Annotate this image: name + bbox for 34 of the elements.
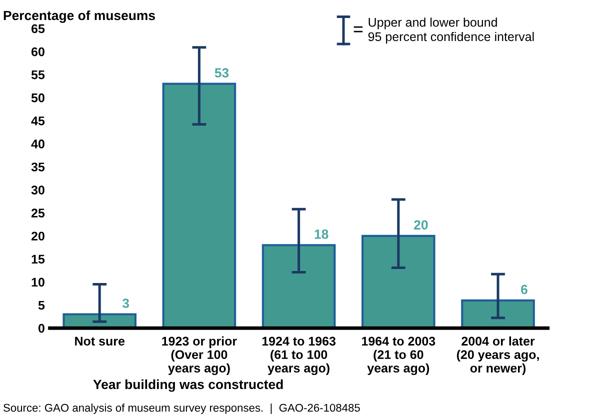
bar [262, 244, 336, 328]
y-axis-title: Percentage of museums [4, 10, 155, 23]
y-tick-label: 5 [38, 300, 45, 310]
data-label: 53 [214, 68, 229, 78]
y-tick-label: 35 [31, 162, 45, 172]
y-tick-label: 45 [31, 116, 45, 126]
bar [62, 313, 136, 328]
x-tick-label: 2004 or later (20 years ago, or newer) [456, 336, 539, 376]
x-tick-label: 1964 to 2003 (21 to 60 years ago) [362, 336, 436, 376]
x-axis-title: Year building was constructed [93, 379, 283, 392]
y-tick-label: 60 [31, 47, 44, 56]
x-tick-label: 1923 or prior (Over 100 years ago) [162, 336, 237, 376]
y-tick-label: 40 [31, 140, 44, 148]
y-tick-label: 15 [32, 254, 45, 264]
y-tick-label: 65 [31, 24, 45, 34]
y-tick-label: 50 [31, 93, 44, 102]
bar [162, 82, 236, 328]
annotation: = [354, 26, 363, 32]
y-tick-label: 55 [31, 70, 45, 80]
y-tick-label: 0 [38, 324, 44, 333]
bar [362, 234, 436, 328]
y-tick-label: 10 [32, 278, 44, 287]
data-label: 6 [521, 284, 528, 294]
data-label: 3 [122, 298, 130, 308]
y-tick-label: 30 [31, 186, 44, 194]
data-label: 20 [414, 220, 428, 230]
data-label: 18 [314, 229, 328, 239]
source-note: Source: GAO analysis of museum survey responses. | GAO-26-108485 [4, 404, 360, 414]
y-tick-label: 25 [31, 208, 45, 218]
bar [461, 299, 535, 328]
annotation: Upper and lower bound 95 percent confidence interval [368, 18, 534, 44]
y-tick-label: 20 [31, 232, 44, 241]
x-tick-label: 1924 to 1963 (61 to 100 years ago) [262, 336, 336, 376]
x-tick-label: Not sure [75, 336, 125, 346]
